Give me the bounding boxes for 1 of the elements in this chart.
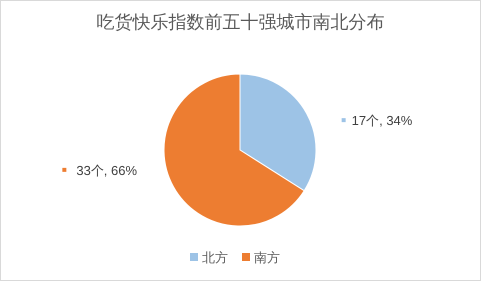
title: 吃货快乐指数前五十强城市南北分布 xyxy=(96,12,384,32)
